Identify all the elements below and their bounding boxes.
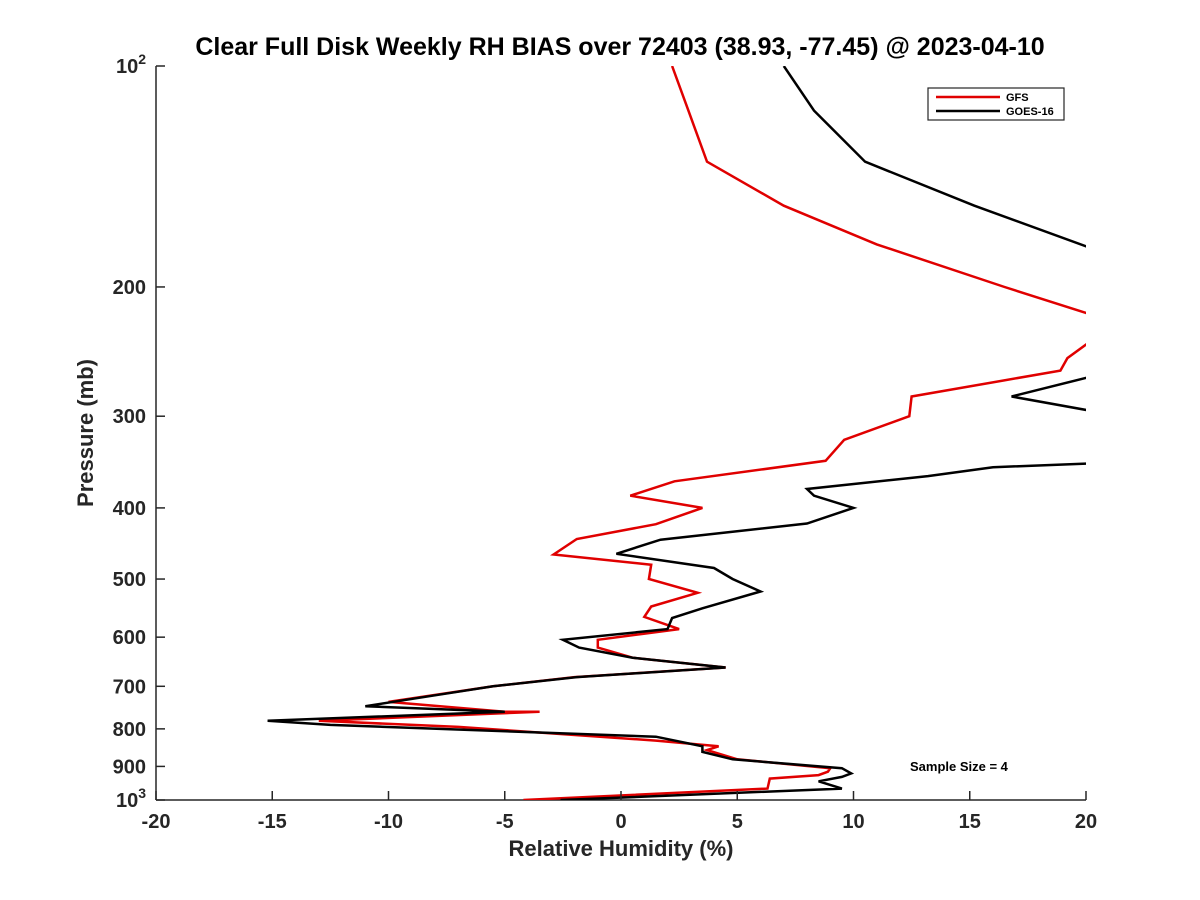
y-tick-label-base: 600 (113, 627, 146, 649)
y-tick-label: 400 (113, 498, 146, 520)
y-tick-label: 800 (113, 719, 146, 741)
plot-area (155, 66, 1086, 801)
legend-label: GFS (1006, 92, 1029, 104)
y-tick-label: 103 (116, 785, 146, 812)
legend: GFS GOES-16 (927, 87, 1065, 121)
x-tick-label: 0 (615, 811, 626, 833)
y-tick-label-base: 900 (113, 756, 146, 778)
y-tick-label-base: 200 (113, 277, 146, 299)
y-tick-label-exponent: 3 (138, 785, 146, 801)
y-tick-label-base: 10 (116, 56, 138, 78)
y-tick-label-base: 10 (116, 790, 138, 812)
y-tick-label-exponent: 2 (138, 51, 146, 67)
y-tick-label-base: 300 (113, 406, 146, 428)
plot-background (156, 66, 1086, 800)
y-tick-label-base: 400 (113, 498, 146, 520)
x-tick-label: 15 (959, 811, 981, 833)
legend-label: GOES-16 (1006, 106, 1054, 118)
y-tick-label-base: 700 (113, 676, 146, 698)
x-axis-label: Relative Humidity (%) (509, 836, 734, 861)
y-tick-label: 900 (113, 756, 146, 778)
x-tick-label: -5 (496, 811, 514, 833)
series-layer (267, 66, 1086, 800)
x-tick-label: 20 (1075, 811, 1097, 833)
series-line-gfs (318, 66, 1086, 800)
x-tick-label: 10 (842, 811, 864, 833)
y-tick-label: 300 (113, 406, 146, 428)
y-tick-label-base: 500 (113, 569, 146, 591)
y-axis-label: Pressure (mb) (73, 359, 98, 507)
x-axis-ticks: -20 -15 -10 -5 0 5 10 15 20 (142, 791, 1097, 833)
chart-title: Clear Full Disk Weekly RH BIAS over 7240… (195, 33, 1044, 61)
x-tick-label: -10 (374, 811, 403, 833)
y-tick-label: 102 (116, 51, 146, 78)
y-tick-label: 700 (113, 676, 146, 698)
y-tick-label: 500 (113, 569, 146, 591)
series-line-goes-16 (267, 66, 1086, 800)
y-tick-label: 600 (113, 627, 146, 649)
y-tick-label: 200 (113, 277, 146, 299)
x-tick-label: 5 (732, 811, 743, 833)
y-tick-label-base: 800 (113, 719, 146, 741)
x-tick-label: -15 (258, 811, 287, 833)
x-tick-label: -20 (142, 811, 171, 833)
legend-box (927, 87, 1065, 121)
sample-size-annotation: Sample Size = 4 (910, 759, 1009, 774)
